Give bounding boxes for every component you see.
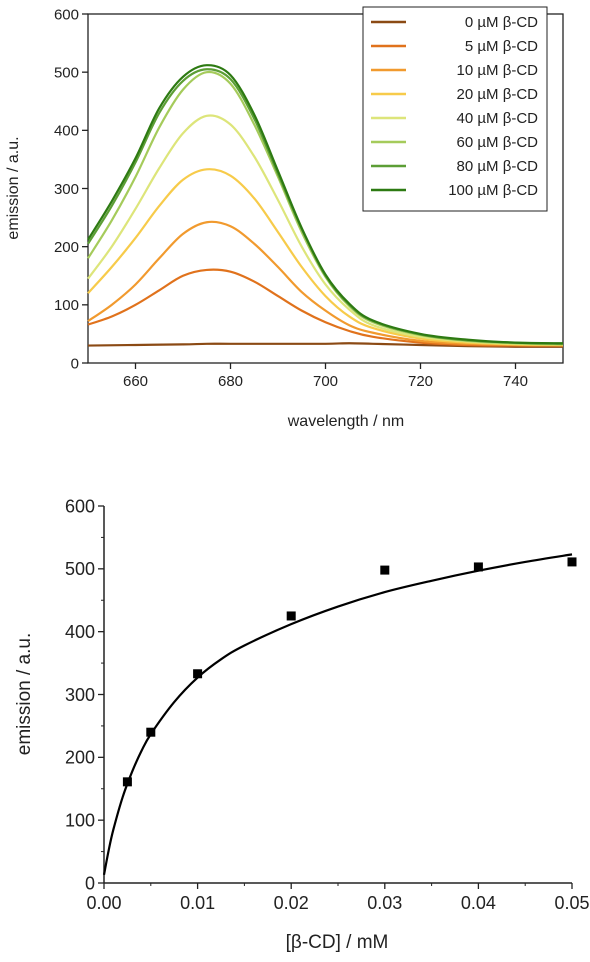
plot-area: 0 100 200 300 400 500 600 0.00 0.01 0.02 0.03 0.04 0… [65,496,590,913]
y-tick-label: 500 [54,64,79,81]
y-tick-label: 100 [65,810,95,830]
legend-label: 0 µM β-CD [465,14,538,31]
y-tick-label: 300 [65,685,95,705]
y-tick-label: 0 [85,873,95,893]
y-axis-label: emission / a.u. [5,136,22,239]
legend-label: 10 µM β-CD [457,62,539,79]
data-point [567,557,577,567]
legend-label: 40 µM β-CD [457,110,539,127]
x-tick-label: 0.05 [554,893,589,913]
data-point [146,727,156,737]
y-tick-label: 400 [65,622,95,642]
x-tick-label: 740 [503,373,528,390]
series-line-3 [87,168,564,347]
x-tick-label: 0.04 [461,893,496,913]
legend-label: 20 µM β-CD [457,86,539,103]
plot-area: 0 100 200 300 400 500 600 660 680 700 720 740 0 µM β… [54,6,564,390]
y-axis-label: emission / a.u. [14,633,35,756]
legend-label: 100 µM β-CD [448,182,538,199]
y-tick-label: 200 [65,748,95,768]
legend-label: 60 µM β-CD [457,134,539,151]
legend-box [362,6,548,212]
data-point [380,565,390,575]
binding-isotherm-chart: 0 100 200 300 400 500 600 0.00 0.01 0.02 0.03 0.04 0… [14,496,590,953]
x-axis-label: wavelength / nm [287,413,405,430]
x-tick-label: 660 [123,373,148,390]
y-tick-label: 300 [54,181,79,198]
series-line-2 [87,220,564,347]
y-tick-label: 100 [54,297,79,314]
series-line-7 [87,64,564,345]
x-tick-label: 0.00 [86,893,121,913]
y-tick-label: 400 [54,123,79,140]
legend-label: 5 µM β-CD [465,38,538,55]
emission-spectra-chart: 0 100 200 300 400 500 600 660 680 700 720 740 0 µM β… [5,6,564,430]
series-line-4 [87,114,564,346]
x-tick-label: 0.01 [180,893,215,913]
x-tick-label: 0.02 [274,893,309,913]
series-line-1 [87,268,564,347]
x-tick-label: 720 [408,373,433,390]
y-tick-label: 600 [54,6,79,23]
data-point [193,669,203,679]
legend-label: 80 µM β-CD [457,158,539,175]
data-point [122,777,132,787]
x-tick-label: 0.03 [367,893,402,913]
y-tick-label: 600 [65,496,95,516]
y-tick-label: 200 [54,239,79,256]
y-tick-label: 0 [71,355,79,372]
fit-curve [102,553,573,876]
x-tick-label: 700 [313,373,338,390]
x-tick-label: 680 [218,373,243,390]
series-line-0 [87,342,564,348]
y-tick-label: 500 [65,559,95,579]
legend: 0 µM β-CD 5 µM β-CD 10 µM β-CD 20 µM β-CD 40… [362,6,548,212]
data-point [286,611,296,621]
data-point [473,562,483,572]
x-axis-label: [β-CD] / mM [286,932,389,953]
